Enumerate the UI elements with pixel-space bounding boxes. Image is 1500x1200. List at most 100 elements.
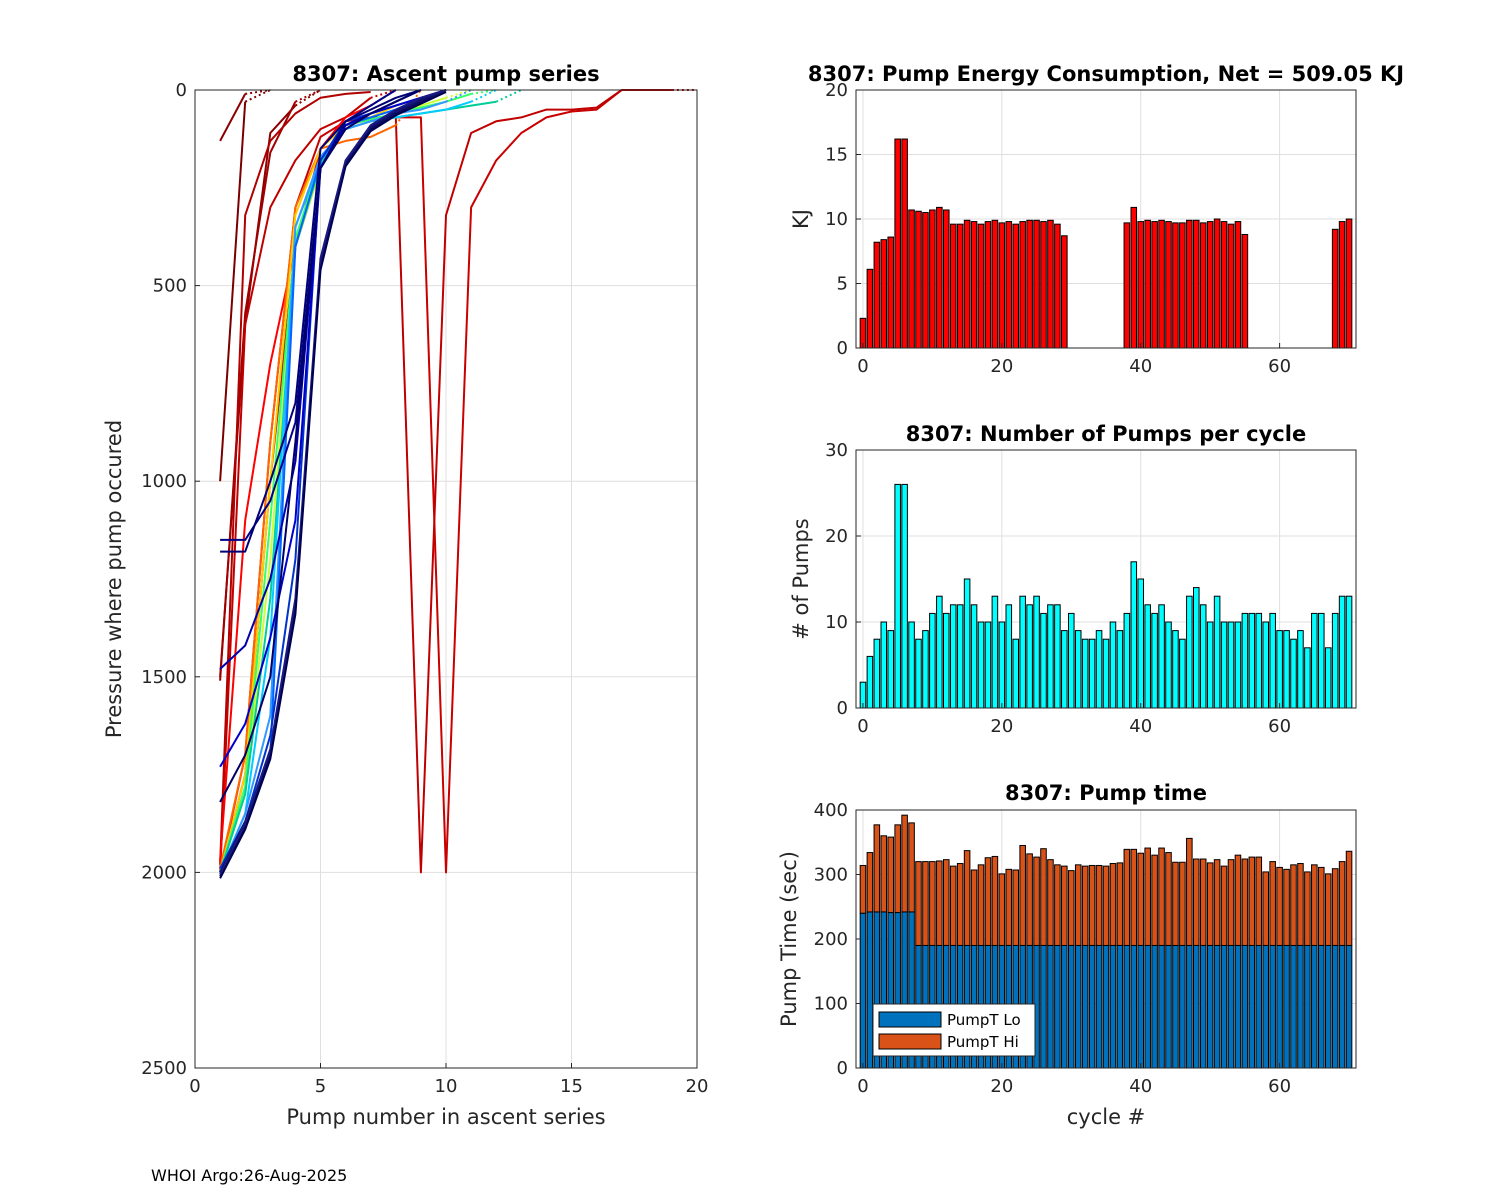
footer-credit: WHOI Argo:26-Aug-2025 [151, 1166, 348, 1185]
bar [901, 483, 908, 709]
stacked-bar-segment [970, 869, 978, 946]
stacked-bar-segment [1213, 944, 1221, 1069]
stacked-bar-segment [1276, 944, 1283, 1069]
stacked-bar-segment [1255, 944, 1263, 1069]
bar [1095, 630, 1103, 709]
bar [1012, 638, 1020, 709]
stacked-bar-segment [963, 850, 971, 946]
bar [991, 595, 999, 709]
bar [984, 221, 992, 349]
ytick-label: 2000 [141, 862, 187, 883]
bar [1220, 621, 1228, 709]
ascent-series-tail [445, 89, 472, 99]
bar [1172, 222, 1179, 349]
stacked-bar-segment [1248, 856, 1256, 946]
bar [1331, 612, 1339, 709]
bar [970, 221, 978, 349]
bar [1005, 221, 1013, 349]
stacked-bar-segment [977, 864, 985, 946]
bar [880, 239, 888, 349]
bar [936, 206, 943, 349]
bar [977, 621, 985, 709]
bar [1338, 595, 1346, 709]
bar [1199, 222, 1207, 349]
bar [1061, 235, 1068, 349]
stacked-bar-segment [1199, 944, 1207, 1069]
bar [970, 604, 978, 709]
ytick-label: 300 [814, 865, 848, 886]
stacked-bar-segment [1193, 944, 1200, 1069]
stacked-bar-segment [1165, 852, 1172, 946]
stacked-bar-segment [1102, 865, 1110, 946]
stacked-bar-segment [1040, 848, 1047, 946]
ytick-label: 15 [825, 145, 848, 166]
bar [1012, 223, 1020, 349]
stacked-bar-segment [1095, 944, 1103, 1069]
stacked-bar-segment [1345, 944, 1353, 1069]
bar [1193, 219, 1200, 349]
bar [963, 578, 971, 709]
xtick-label: 60 [1268, 716, 1291, 737]
xtick-label: 15 [560, 1076, 583, 1097]
stacked-bar-segment [1324, 873, 1332, 946]
bar [922, 212, 929, 349]
stacked-bar-segment [1220, 865, 1228, 946]
stacked-bar-segment [1324, 944, 1332, 1069]
bar [1179, 638, 1186, 709]
stacked-bar-segment [1040, 944, 1047, 1069]
stacked-bar-segment [1206, 944, 1214, 1069]
pumptime-xlabel: cycle # [1067, 1105, 1146, 1129]
bar [894, 483, 901, 709]
ascent-pump-series-chart: 0 5 10 15 20 0 500 1000 1500 2000 2500 8307: Ascen… [102, 62, 708, 1129]
stacked-bar-segment [1123, 944, 1131, 1069]
legend-label-lo: PumpT Lo [947, 1011, 1021, 1029]
stacked-bar-segment [1012, 869, 1020, 946]
stacked-bar-segment [1074, 864, 1082, 946]
stacked-bar-segment [1338, 944, 1346, 1069]
bar [1311, 612, 1318, 709]
bar [1047, 219, 1054, 349]
xtick-label: 0 [857, 1076, 868, 1097]
bar [1199, 604, 1207, 709]
xtick-label: 60 [1268, 1076, 1291, 1097]
xtick-label: 0 [189, 1076, 200, 1097]
stacked-bar-segment [1061, 944, 1068, 1069]
bar [936, 595, 943, 709]
stacked-bar-segment [1005, 868, 1013, 946]
stacked-bar-segment [887, 836, 895, 914]
pump-time-chart: 0 20 40 60 0 100 200 300 400 8307: Pump time cyc… [777, 781, 1357, 1129]
bar [1158, 219, 1165, 349]
stacked-bar-segment [1345, 850, 1353, 946]
bar [1255, 612, 1263, 709]
bar [908, 209, 915, 349]
bar [922, 630, 929, 709]
bar [943, 209, 950, 349]
stacked-bar-segment [908, 822, 915, 913]
stacked-bar-segment [1269, 861, 1276, 946]
pumptime-ylabel: Pump Time (sec) [777, 851, 801, 1027]
pumps-per-cycle-chart: 0 20 40 60 0 10 20 30 8307: Number of Pumps per… [789, 422, 1357, 737]
pump-energy-chart: 0 20 40 60 0 5 10 15 20 8307: Pump Energy Consum… [789, 62, 1404, 377]
bar [984, 621, 992, 709]
stacked-bar-segment [1172, 861, 1179, 946]
bar [1186, 595, 1193, 709]
bar [915, 210, 922, 349]
bar [1061, 630, 1068, 709]
bar [1262, 621, 1269, 709]
stacked-bar-segment [859, 864, 867, 914]
bar [1304, 647, 1311, 709]
bar [1234, 621, 1242, 709]
legend-swatch-lo [878, 1011, 942, 1028]
stacked-bar-segment [1241, 858, 1249, 946]
stacked-bar-segment [1193, 858, 1200, 946]
ascent-series-lines [219, 89, 697, 879]
stacked-bar-segment [929, 861, 936, 946]
bar [915, 638, 922, 709]
ytick-label: 400 [814, 800, 848, 821]
stacked-bar-segment [936, 860, 943, 946]
stacked-bar-segment [1331, 944, 1339, 1069]
bar [1213, 218, 1221, 349]
stacked-bar-segment [1179, 944, 1186, 1069]
xtick-label: 0 [857, 716, 868, 737]
bar [901, 138, 908, 349]
